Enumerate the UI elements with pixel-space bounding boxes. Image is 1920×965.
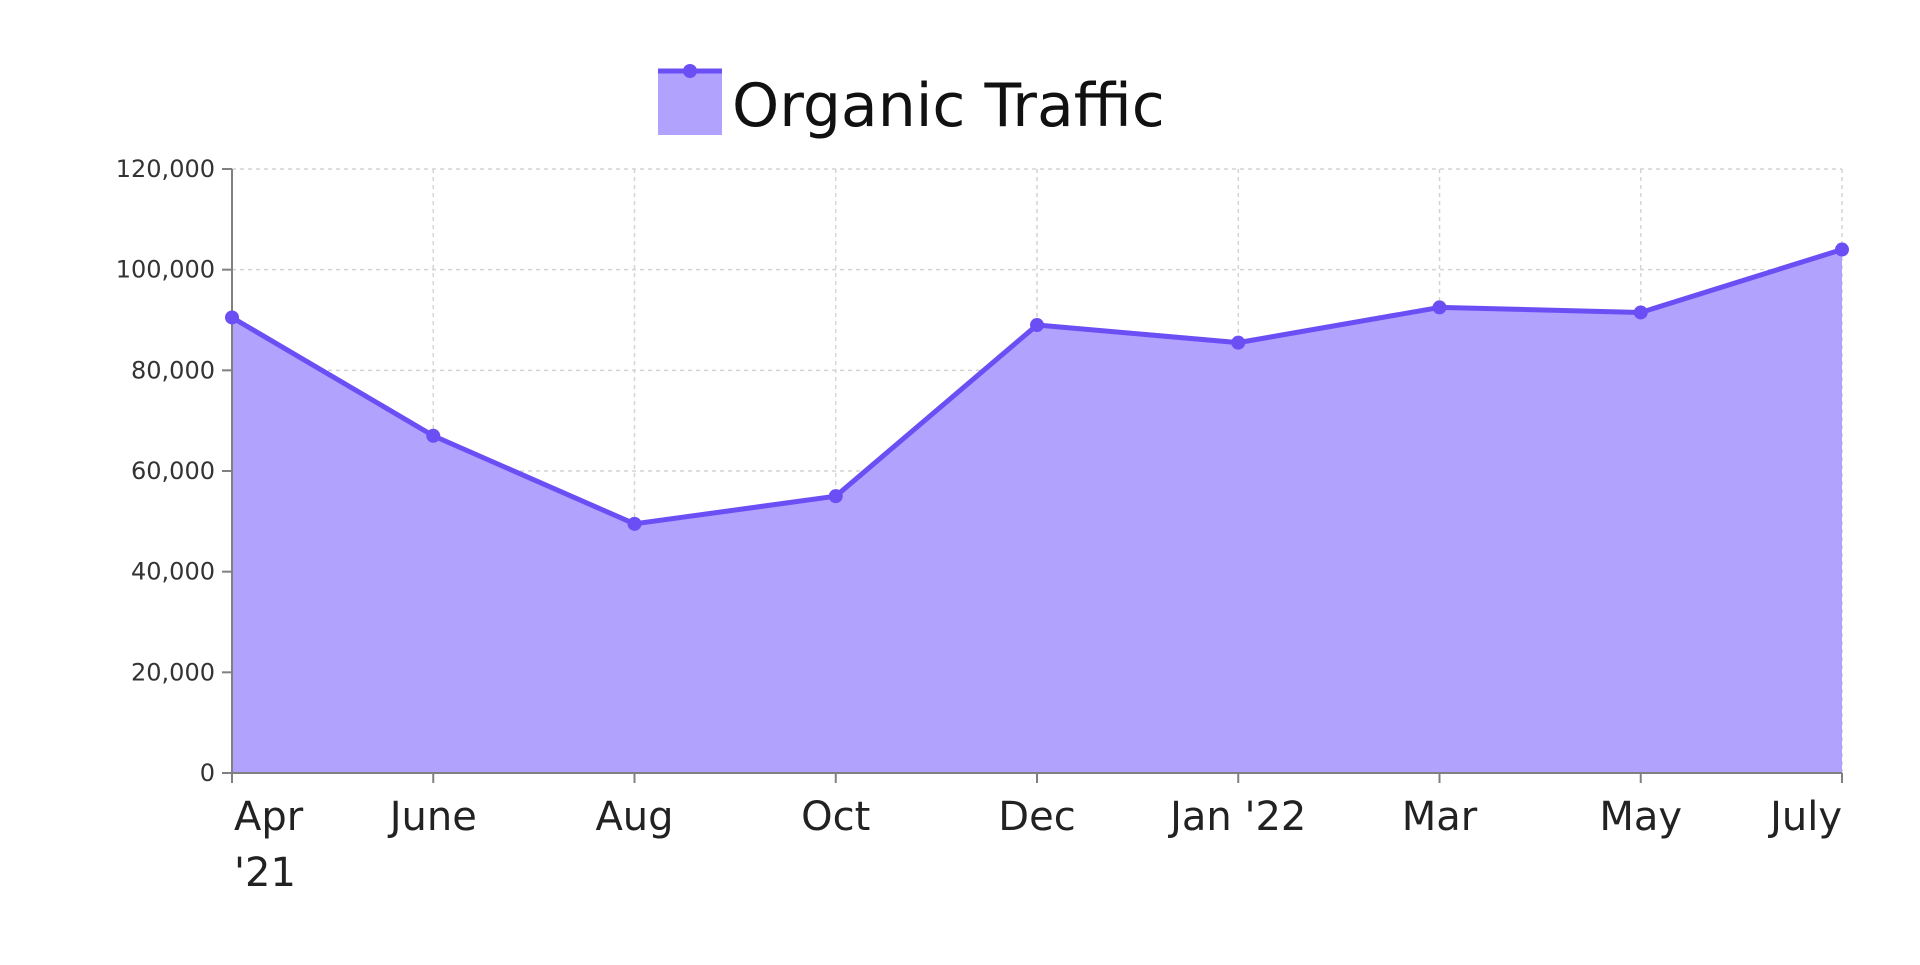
data-point[interactable] [828, 489, 843, 504]
legend-label: Organic Traffic [732, 71, 1165, 141]
x-tick-label: Apr '21 [234, 794, 304, 896]
data-point[interactable] [1835, 242, 1849, 257]
y-tick-label: 100,000 [116, 256, 215, 284]
y-tick-label: 80,000 [131, 356, 215, 384]
x-tick-label: Oct [801, 794, 870, 840]
y-tick-label: 120,000 [116, 155, 215, 183]
data-points [225, 242, 1849, 531]
data-point[interactable] [1231, 335, 1246, 350]
x-tick-label: July [1767, 794, 1842, 840]
y-axis-ticks: 0 20,000 40,000 60,000 80,000 100,000 120,000 [116, 155, 232, 787]
data-point[interactable] [1030, 318, 1044, 333]
x-tick-label: Jan '22 [1167, 794, 1306, 840]
x-tick-label: Aug [595, 794, 673, 840]
x-tick-label: Dec [998, 794, 1075, 840]
data-point[interactable] [1633, 305, 1648, 320]
y-tick-label: 0 [200, 759, 215, 787]
legend-swatch [658, 69, 722, 135]
x-tick-label: June [387, 794, 477, 840]
y-tick-label: 40,000 [131, 558, 215, 586]
legend-swatch-marker [683, 64, 697, 78]
y-tick-label: 20,000 [131, 658, 215, 686]
data-point[interactable] [225, 310, 239, 325]
data-point[interactable] [426, 428, 441, 443]
x-tick-label: Mar [1402, 794, 1478, 840]
data-point[interactable] [1432, 300, 1447, 315]
legend[interactable]: Organic Traffic [658, 64, 1165, 141]
y-tick-label: 60,000 [131, 457, 215, 485]
x-axis-ticks: Apr '21 June Aug Oct Dec Jan '22 Mar May July [231, 773, 1843, 896]
data-point[interactable] [627, 516, 642, 531]
series-area-fill [232, 249, 1842, 774]
x-tick-label: May [1599, 794, 1682, 840]
